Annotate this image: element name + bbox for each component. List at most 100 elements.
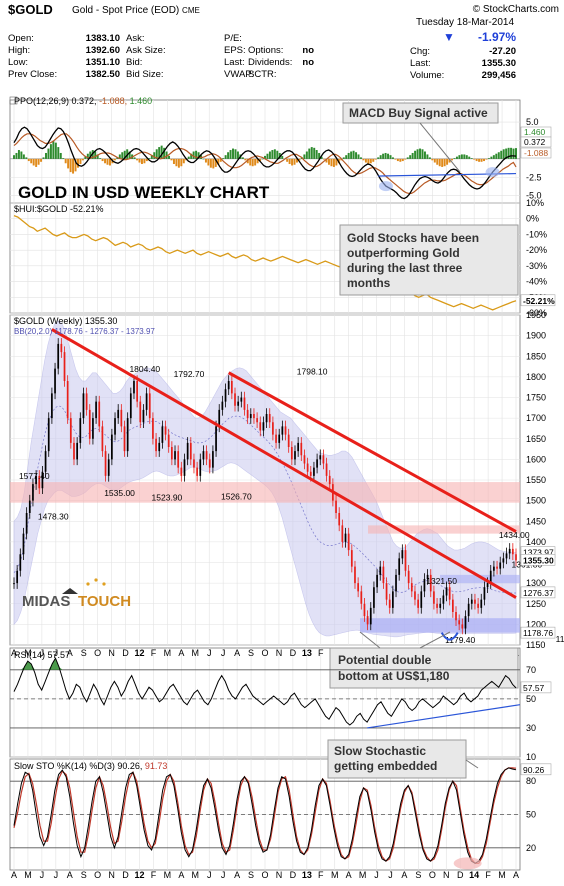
candle-body bbox=[35, 475, 37, 485]
candle-body bbox=[474, 599, 476, 604]
quote-header: $GOLD Gold - Spot Price (EOD) CME © Stoc… bbox=[8, 0, 559, 92]
ppo-histogram-bar bbox=[214, 158, 217, 167]
ppo-histogram-bar bbox=[505, 148, 508, 159]
month-tick-label: 13 bbox=[302, 870, 312, 880]
ppo-histogram-bar bbox=[40, 158, 43, 162]
month-tick-label: O bbox=[429, 870, 436, 880]
price-annotation-label: 1478.30 bbox=[38, 512, 69, 522]
sto-value-box bbox=[520, 763, 552, 776]
month-tick-label: M bbox=[24, 870, 32, 880]
quote-field-value: no bbox=[302, 45, 314, 56]
candle-body bbox=[496, 566, 498, 569]
candle-body bbox=[398, 558, 401, 575]
candle-body bbox=[215, 426, 217, 452]
sto-tick-label: 20 bbox=[526, 843, 536, 853]
ppo-histogram-bar bbox=[140, 158, 143, 165]
candle-body bbox=[499, 562, 502, 569]
month-tick-label: M bbox=[164, 648, 172, 658]
candle-body bbox=[341, 525, 344, 542]
quote-date: Tuesday 18-Mar-2014 bbox=[416, 17, 515, 28]
ppo-histogram-bar bbox=[310, 147, 313, 159]
candle-body bbox=[145, 393, 148, 410]
ppo-histogram-bar bbox=[291, 158, 294, 166]
candle-body bbox=[126, 418, 129, 452]
double-bottom-callout-text: Potential double bbox=[338, 653, 432, 667]
ppo-histogram-bar bbox=[436, 158, 439, 165]
candle-body bbox=[230, 381, 233, 394]
ppo-histogram-bar bbox=[372, 158, 375, 162]
candle-body bbox=[174, 451, 176, 460]
candle-body bbox=[148, 393, 151, 419]
ppo-histogram-bar bbox=[86, 153, 89, 159]
candle-body bbox=[272, 422, 274, 435]
month-tick-label: N bbox=[443, 870, 450, 880]
candle-body bbox=[458, 620, 461, 625]
ppo-tick-label: -2.5 bbox=[526, 172, 542, 182]
ppo-histogram-bar bbox=[458, 155, 461, 159]
ppo-histogram-bar bbox=[362, 158, 365, 161]
month-tick-label: M bbox=[192, 648, 200, 658]
quote-field-value: 1383.10 bbox=[85, 33, 120, 44]
ppo-histogram-bar bbox=[47, 148, 50, 159]
down-arrow-icon: ▼ bbox=[443, 30, 455, 44]
ppo-histogram-bar bbox=[20, 151, 23, 159]
price-annotation-label: 1526.70 bbox=[221, 491, 252, 501]
price-tick-label: 1600 bbox=[526, 454, 546, 464]
ppo-histogram-bar bbox=[455, 156, 458, 159]
ppo-histogram-bar bbox=[126, 149, 129, 159]
ppo-histogram-bar bbox=[355, 152, 358, 159]
candle-body bbox=[316, 459, 318, 468]
double-bottom-callout-text: bottom at US$1,180 bbox=[338, 669, 450, 683]
candle-body bbox=[142, 409, 145, 423]
ppo-histogram-bar bbox=[163, 147, 166, 159]
star-icon bbox=[102, 582, 106, 586]
ppo-histogram-bar bbox=[222, 158, 225, 159]
ppo-histogram-bar bbox=[357, 154, 360, 159]
candle-body bbox=[170, 447, 173, 460]
ppo-histogram-bar bbox=[261, 158, 264, 160]
ppo-histogram-bar bbox=[74, 158, 77, 172]
chart-annotation-title: GOLD IN USD WEEKLY CHART bbox=[18, 183, 270, 202]
month-tick-label: M bbox=[24, 648, 32, 658]
quote-field-label: Chg: bbox=[410, 46, 431, 57]
ppo-histogram-bar bbox=[94, 151, 97, 159]
month-tick-label: J bbox=[374, 870, 379, 880]
ppo-histogram-bar bbox=[234, 149, 237, 159]
candle-body bbox=[328, 475, 331, 485]
quote-field-label: Options: bbox=[248, 45, 284, 56]
candle-body bbox=[177, 451, 180, 468]
ppo-histogram-bar bbox=[101, 158, 104, 162]
ppo-histogram-bar bbox=[396, 158, 399, 162]
ppo-histogram-bar bbox=[426, 154, 429, 159]
ppo-histogram-bar bbox=[153, 152, 156, 159]
rsi-line bbox=[13, 657, 517, 726]
candle-body bbox=[480, 599, 483, 608]
ppo-histogram-bar bbox=[241, 157, 244, 159]
candle-body bbox=[404, 550, 407, 571]
bollinger-legend: BB(20,2.0) 1178.76 - 1276.37 - 1373.97 bbox=[14, 327, 155, 336]
candle-body bbox=[218, 409, 221, 427]
ppo-histogram-bar bbox=[359, 157, 362, 159]
candle-body bbox=[28, 500, 31, 513]
ppo-histogram-bar bbox=[305, 151, 308, 159]
ppo-histogram-bar bbox=[79, 158, 82, 165]
candle-body bbox=[306, 463, 309, 472]
candle-body bbox=[309, 471, 312, 476]
rsi-value-box bbox=[520, 681, 552, 694]
ppo-histogram-bar bbox=[190, 153, 193, 159]
candle-body bbox=[508, 548, 511, 554]
ppo-histogram-bar bbox=[77, 158, 79, 168]
candle-body bbox=[155, 438, 157, 452]
candle-body bbox=[22, 533, 25, 555]
price-value-box bbox=[520, 554, 556, 566]
ppo-histogram-bar bbox=[180, 158, 183, 167]
candle-body bbox=[477, 603, 479, 608]
ppo-histogram-bar bbox=[313, 147, 316, 159]
ppo-histogram-bar bbox=[446, 158, 449, 165]
ppo-histogram-bar bbox=[387, 153, 390, 159]
macd-callout-text: MACD Buy Signal active bbox=[349, 106, 488, 120]
ppo-histogram-bar bbox=[465, 155, 468, 159]
resistance-band bbox=[10, 482, 520, 503]
stochastic-callout-pointer bbox=[465, 759, 479, 769]
ppo-histogram-bar bbox=[492, 155, 495, 159]
